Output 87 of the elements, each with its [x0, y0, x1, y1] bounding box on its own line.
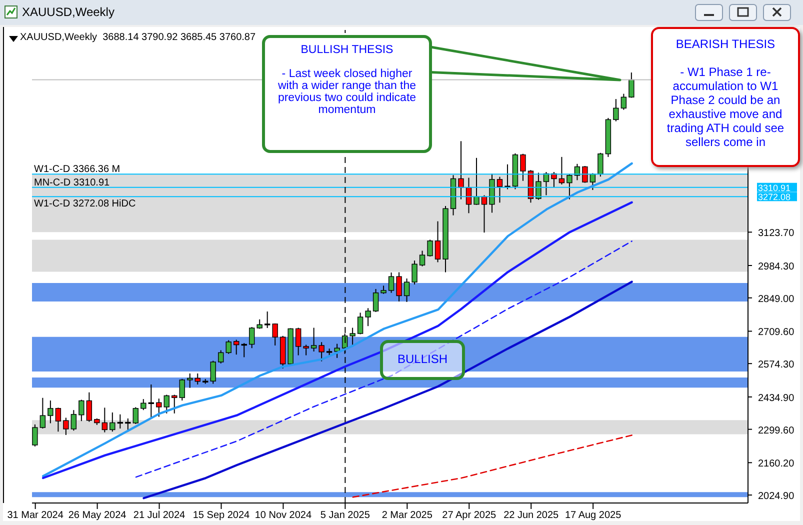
candlestick — [334, 343, 340, 358]
candlestick — [404, 278, 410, 302]
candlestick — [110, 412, 116, 432]
y-tick-label: 2434.90 — [758, 392, 795, 404]
candlestick — [234, 339, 240, 356]
candlestick — [434, 220, 441, 263]
y-tick-label: 2709.60 — [758, 327, 795, 338]
candlestick — [598, 152, 604, 178]
candlestick — [590, 172, 596, 190]
candlestick — [412, 260, 418, 285]
y-tick-label: 2849.00 — [758, 294, 795, 305]
x-tick-label: 5 Jan 2025 — [320, 510, 370, 522]
text: XAUUSD,Weekly — [22, 5, 114, 19]
label-box: BULLISH — [380, 340, 465, 380]
candlestick — [357, 312, 364, 335]
candlestick — [102, 407, 108, 433]
x-tick-label: 2 Mar 2025 — [382, 510, 433, 522]
candlestick — [613, 98, 619, 122]
y-tick-label: 2984.30 — [758, 261, 795, 272]
candlestick — [86, 392, 92, 422]
y-tick-label: 3310.91 — [758, 182, 791, 193]
candlestick — [70, 410, 77, 432]
candlestick — [249, 326, 255, 349]
y-tick-label: 2574.30 — [758, 360, 795, 371]
x-tick-label: 21 Jul 2024 — [133, 510, 186, 522]
candlestick — [582, 166, 588, 184]
y-tick-label: 2160.20 — [758, 458, 795, 470]
x-tick-label: 26 May 2024 — [68, 510, 127, 522]
x-tick-label: 22 Jun 2025 — [504, 510, 560, 522]
candlestick — [620, 93, 627, 110]
x-tick-label: 17 Aug 2025 — [564, 510, 622, 522]
candlestick — [218, 350, 224, 364]
candlestick — [318, 342, 324, 362]
line-series — [352, 434, 632, 498]
candlestick — [419, 250, 426, 267]
candlestick — [48, 400, 54, 424]
x-tick-label: 15 Sep 2024 — [192, 510, 250, 522]
ref-line-label: MN-C-D 3310.91 — [34, 177, 110, 188]
candlestick — [156, 398, 162, 418]
candlestick — [226, 340, 232, 354]
candlestick — [365, 308, 371, 327]
line-series — [142, 280, 633, 500]
ref-line-label: W1-C-D 3272.08 HiDC — [34, 198, 136, 210]
candlestick — [372, 288, 379, 312]
candlestick — [179, 378, 185, 402]
x-tick-label: 27 Apr 2025 — [442, 510, 497, 522]
candlestick — [164, 394, 170, 414]
candlestick — [55, 407, 62, 432]
candlestick — [310, 327, 317, 352]
candlestick — [187, 372, 193, 388]
candlestick — [458, 140, 464, 200]
candlestick — [172, 394, 178, 414]
candlestick — [536, 172, 542, 200]
ref-line-label: W1-C-D 3366.36 M — [34, 164, 120, 176]
candlestick — [140, 398, 146, 411]
x-tick-label: 10 Nov 2024 — [254, 510, 312, 522]
y-tick-label: 3123.70 — [758, 228, 795, 240]
candlestick — [264, 311, 270, 329]
candlestick — [63, 417, 69, 436]
candlestick — [303, 344, 309, 356]
callout-box: BULLISH THESIS - Last week closed higher with a wider range than the previous two could indicate momentum — [262, 35, 432, 153]
candlestick — [427, 239, 433, 257]
candlestick — [396, 272, 402, 302]
y-tick-label: 2024.90 — [758, 491, 795, 502]
candlestick — [40, 397, 46, 429]
candlestick — [295, 327, 302, 356]
candlestick — [496, 176, 503, 204]
candlestick — [272, 322, 278, 346]
candlestick — [132, 406, 138, 424]
candlestick — [520, 153, 526, 182]
candlestick — [125, 418, 131, 432]
candlestick — [32, 424, 38, 447]
candlestick — [558, 156, 565, 185]
candlestick — [350, 327, 356, 346]
y-tick-label: 3272.08 — [758, 192, 791, 202]
candlestick — [78, 399, 84, 422]
x-tick-label: 31 Mar 2024 — [7, 510, 64, 522]
chart-title: XAUUSD,Weekly 3688.14 3790.92 3685.45 3760.87 — [20, 32, 256, 43]
candlestick — [566, 174, 572, 200]
callout-box: BEARISH THESIS - W1 Phase 1 re-accumulation to W1 Phase 2 could be an exhaustive move and trading ATH could see sellers come in — [651, 27, 800, 167]
candlestick — [628, 72, 634, 98]
line-series — [135, 240, 632, 478]
candlestick — [194, 372, 200, 385]
candlestick — [474, 157, 480, 206]
candlestick — [388, 272, 394, 294]
y-tick-label: 2299.60 — [758, 425, 795, 436]
candlestick — [210, 360, 216, 384]
